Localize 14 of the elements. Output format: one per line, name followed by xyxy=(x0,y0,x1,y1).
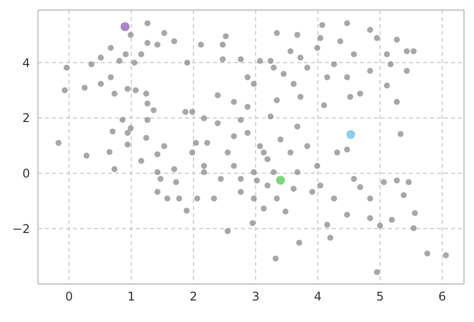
x-tick-label: 5 xyxy=(376,290,384,304)
x-tick-label: 0 xyxy=(65,290,73,304)
x-tick-label: 1 xyxy=(127,290,136,304)
y-tick-label: −2 xyxy=(12,222,30,236)
x-tick-label: 2 xyxy=(190,290,198,304)
point xyxy=(346,130,356,140)
y-tick-label: 4 xyxy=(22,56,30,70)
x-tick-label: 4 xyxy=(314,290,322,304)
y-tick-label: 0 xyxy=(22,166,30,181)
x-tick-label: 3 xyxy=(252,290,260,304)
point xyxy=(276,176,286,185)
point xyxy=(120,22,130,32)
x-tick-label: 6 xyxy=(438,290,446,304)
y-tick-label: 2 xyxy=(22,111,30,126)
